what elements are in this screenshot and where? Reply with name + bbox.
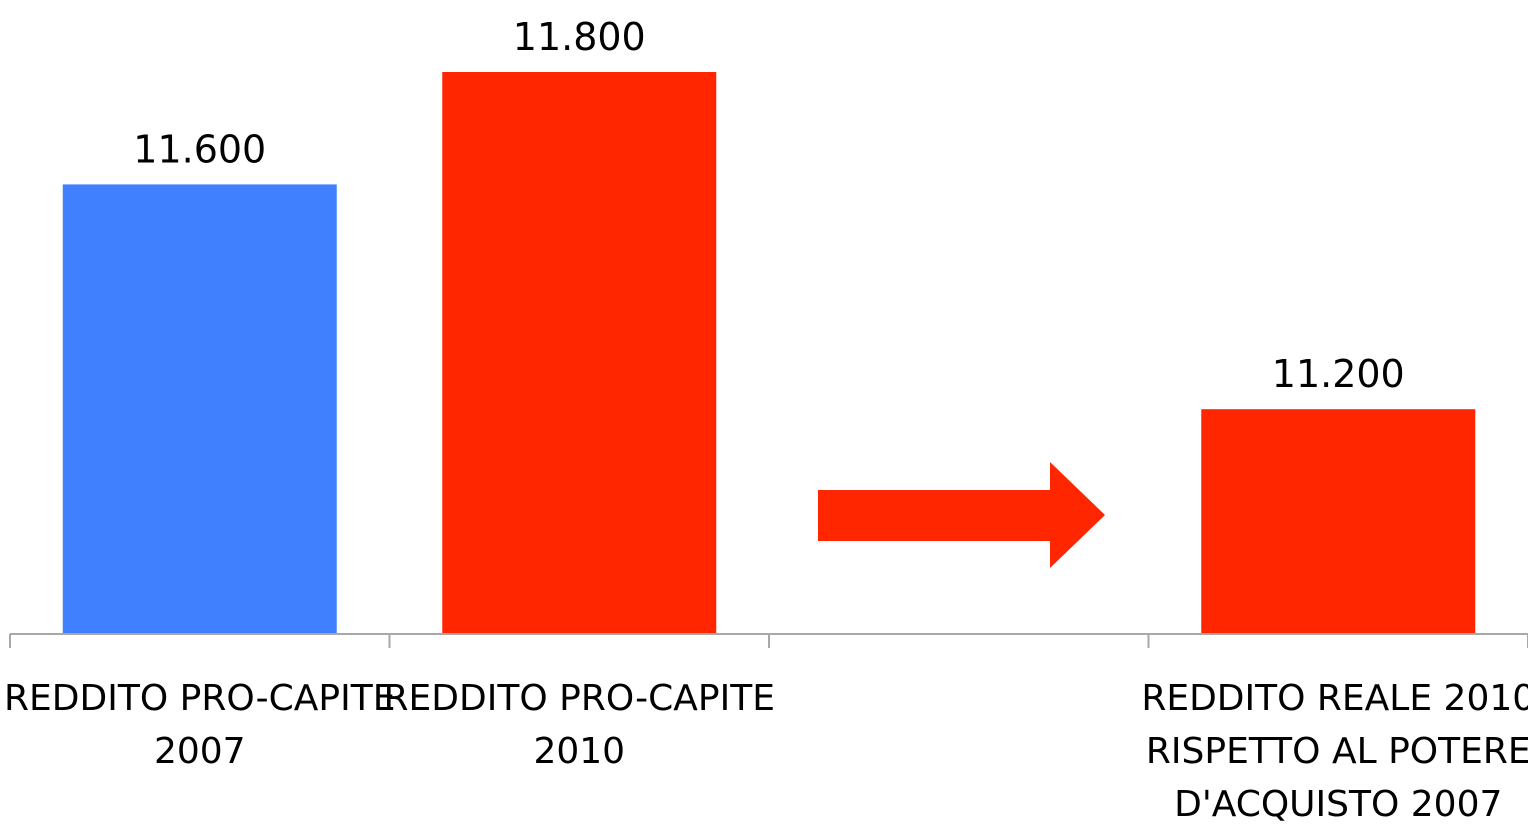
category-label-3-1: RISPETTO AL POTERE [1146,731,1528,772]
category-label-0-1: 2007 [154,731,246,772]
category-labels: REDDITO PRO-CAPITE 2007 REDDITO PRO-CAPITE… [4,678,1528,825]
right-arrow-icon [818,462,1105,568]
category-label-0-0: REDDITO PRO-CAPITE [4,678,395,719]
value-labels: 11.600 11.800 11.200 [133,15,1404,396]
category-label-1-1: 2010 [533,731,625,772]
value-label-1: 11.800 [513,15,646,59]
value-label-0: 11.600 [133,127,266,171]
category-label-3-0: REDDITO REALE 2010 [1141,678,1528,719]
bar-3 [1201,409,1476,634]
bar-0 [62,184,337,634]
category-label-3-2: D'ACQUISTO 2007 [1174,784,1502,825]
x-axis [9,633,1528,648]
bar-1 [442,72,717,634]
value-label-3: 11.200 [1272,352,1405,396]
category-label-1-0: REDDITO PRO-CAPITE [384,678,775,719]
arrow-group [818,462,1105,568]
bars-group [62,72,1476,634]
